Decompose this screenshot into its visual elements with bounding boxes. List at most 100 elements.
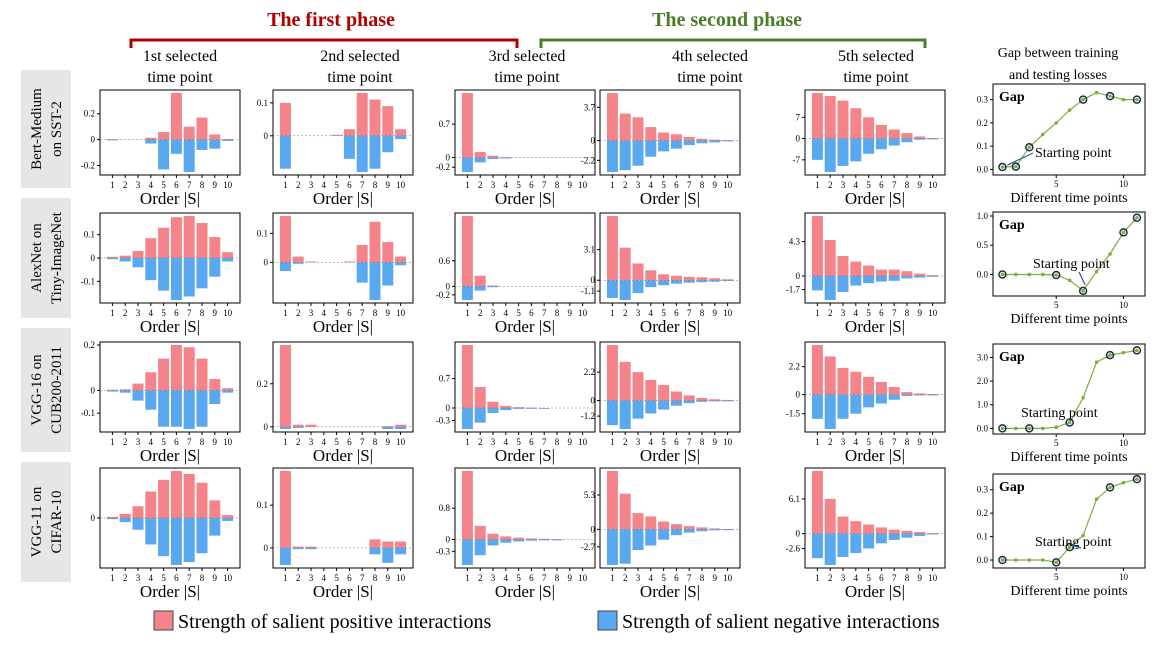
neg-bar (369, 547, 381, 555)
neg-bar (658, 529, 670, 540)
pos-bar (722, 279, 734, 281)
neg-bar (487, 408, 499, 414)
gap-marker (1132, 346, 1142, 355)
x-tick-label: 10 (928, 180, 938, 190)
pos-bar (145, 491, 157, 518)
x-tick-label: 4 (322, 437, 327, 447)
gap-x-tick-label: 10 (1119, 179, 1129, 189)
pos-bar (824, 240, 836, 276)
legend-negative-swatch (597, 610, 618, 631)
gap-point (1108, 94, 1112, 98)
pos-bar (158, 131, 170, 140)
panel-frame (99, 89, 241, 176)
row-label-box-1 (21, 70, 71, 188)
neg-bar (888, 138, 900, 146)
gap-y-tick-label: 0.2 (977, 508, 988, 518)
pos-bar (395, 256, 407, 263)
y-tick-label: 0.1 (257, 98, 268, 108)
pos-bar (395, 541, 407, 548)
gap-point (1121, 97, 1126, 102)
pos-bar (606, 471, 618, 530)
x-tick-label: 7 (187, 573, 192, 583)
neg-bar (119, 390, 131, 393)
x-tick-label: 5 (661, 180, 666, 190)
pos-bar (369, 221, 381, 263)
pos-bar (927, 533, 939, 534)
neg-bar (474, 539, 486, 556)
neg-bar (305, 547, 317, 550)
pos-bar (863, 376, 875, 395)
neg-bar (670, 280, 682, 284)
gap-marker (998, 555, 1007, 565)
neg-bar (170, 518, 182, 565)
pos-bar (279, 102, 291, 136)
neg-bar (382, 426, 394, 429)
neg-bar (709, 400, 721, 402)
x-tick-label: 10 (928, 308, 938, 318)
x-tick-label: 7 (687, 437, 692, 447)
x-tick-label: 9 (713, 180, 718, 190)
neg-bar (850, 533, 862, 554)
x-tick-label: 1 (110, 437, 115, 447)
pos-bar (513, 537, 525, 540)
x-tick-label: 2 (623, 308, 628, 318)
pos-bar (645, 270, 657, 281)
x-tick-label: 4 (322, 180, 327, 190)
pos-bar (209, 134, 221, 140)
gap-point (1027, 558, 1032, 562)
pos-bar (875, 269, 887, 276)
x-tick-label: 9 (918, 573, 923, 583)
pos-bar (170, 217, 182, 258)
gap-x-tick-label: 5 (1054, 572, 1059, 582)
x-tick-label: 8 (905, 180, 910, 190)
row-label-3a: VGG-16 on (29, 354, 45, 426)
pos-bar (292, 256, 304, 263)
y-tick-label: -1.2 (581, 411, 595, 421)
x-tick-label: 1 (110, 180, 115, 190)
y-tick-label: 0 (796, 134, 801, 144)
x-tick-label: 3 (636, 573, 641, 583)
y-tick-label: 0 (446, 403, 451, 413)
pos-bar (696, 277, 708, 281)
neg-bar (474, 157, 486, 163)
x-tick-label: 9 (918, 180, 923, 190)
pos-bar (670, 391, 682, 401)
pos-bar (209, 500, 221, 518)
x-tick-label: 4 (149, 180, 154, 190)
gap-point (1135, 348, 1139, 353)
col-title-1a: 1st selected (143, 48, 217, 65)
pos-bar (824, 356, 836, 395)
x-tick-label: 1 (610, 308, 615, 318)
gap-point (1121, 350, 1126, 355)
neg-bar (209, 258, 221, 277)
neg-bar (279, 426, 291, 429)
x-tick-label: 4 (504, 308, 509, 318)
neg-bar (209, 139, 221, 149)
neg-bar (696, 529, 708, 532)
col-title-5a: 5th selected (838, 48, 914, 65)
x-tick-label: 4 (649, 180, 654, 190)
neg-bar (209, 518, 221, 536)
neg-bar (487, 539, 499, 546)
pos-bar (632, 263, 644, 281)
gap-point (1054, 560, 1059, 565)
pos-bar (119, 389, 131, 391)
neg-bar (106, 258, 118, 260)
gap-point (1014, 558, 1018, 562)
neg-bar (709, 140, 721, 143)
x-tick-label: 6 (879, 573, 884, 583)
x-tick-label: 3 (309, 180, 314, 190)
pos-bar (709, 528, 721, 530)
x-tick-label: 8 (905, 573, 910, 583)
gap-point (1094, 90, 1099, 95)
neg-bar (474, 408, 486, 423)
gap-point (1108, 353, 1112, 357)
pos-bar (196, 223, 208, 258)
y-tick-label: 0 (591, 396, 596, 406)
neg-bar (196, 139, 208, 150)
pos-bar (837, 100, 849, 139)
x-tick-label: 7 (187, 308, 192, 318)
pos-bar (875, 124, 887, 139)
pos-bar (901, 530, 913, 534)
y-tick-label: 0 (264, 257, 269, 267)
